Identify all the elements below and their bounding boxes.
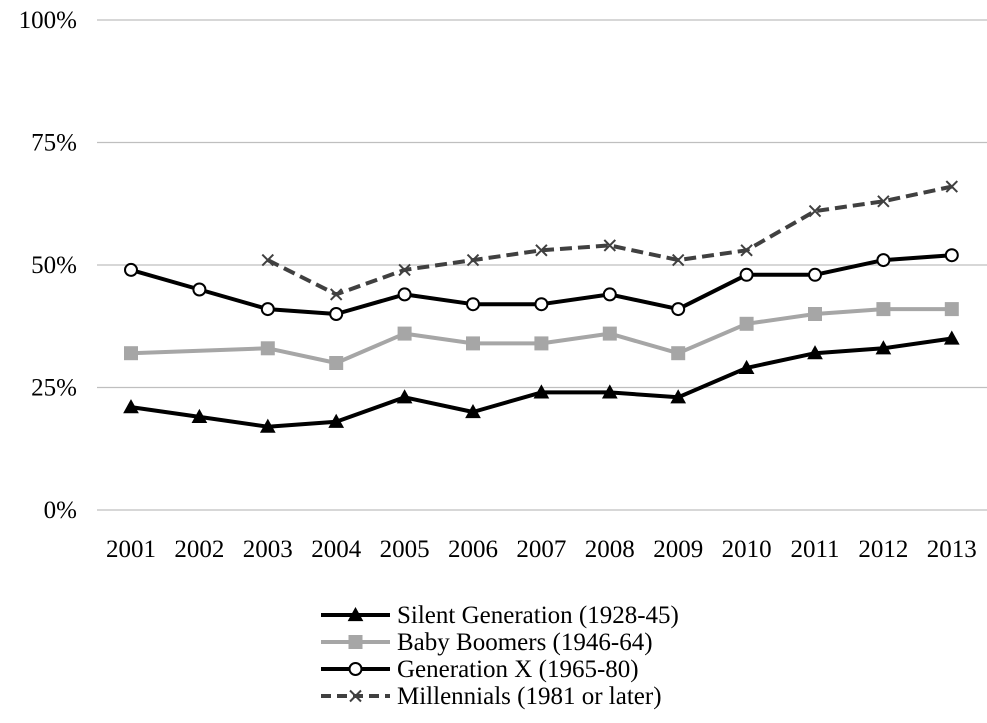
x-tick-label: 2006 — [448, 536, 498, 563]
millennials-marker — [329, 288, 343, 301]
generation-x-marker — [602, 287, 617, 302]
silent-generation-marker — [533, 384, 550, 399]
x-tick-label: 2011 — [790, 536, 839, 563]
x-tick-label: 2007 — [516, 536, 566, 563]
baby-boomers-marker — [466, 336, 480, 351]
legend-item-baby-boomers: Baby Boomers (1946-64) — [321, 629, 653, 656]
legend-swatch-marker — [349, 689, 362, 703]
x-tick-label: 2003 — [243, 536, 293, 563]
silent-generation-marker — [601, 384, 618, 399]
legend-swatch-marker — [348, 662, 363, 676]
legend-swatch-marker — [348, 635, 363, 649]
x-axis-tick-labels: 2001 2002 2003 2004 2005 2006 2007 2008 2009 2010… — [106, 536, 977, 563]
millennials-marker — [261, 253, 275, 267]
silent-generation-marker — [465, 403, 481, 419]
x-tick-label: 2010 — [722, 536, 772, 563]
silent-generation-marker — [738, 359, 755, 374]
y-tick-label: 75% — [31, 130, 77, 157]
generation-x-marker — [534, 297, 549, 312]
legend-label: Generation X (1965-80) — [397, 656, 639, 683]
series-lines — [123, 180, 960, 433]
generation-x-marker — [192, 282, 207, 297]
baby-boomers-marker — [124, 346, 138, 361]
legend: Silent Generation (1928-45)Baby Boomers … — [321, 602, 679, 710]
generation-x-marker — [260, 302, 275, 317]
silent-generation-marker — [123, 399, 139, 414]
millennials-marker — [877, 195, 890, 208]
legend-item-generation-x: Generation X (1965-80) — [321, 656, 639, 683]
baby-boomers-marker — [671, 346, 686, 361]
silent-generation-marker — [396, 389, 413, 404]
y-tick-label: 0% — [44, 497, 77, 524]
legend-label: Baby Boomers (1946-64) — [397, 629, 653, 656]
generation-x-marker — [876, 253, 891, 268]
generation-x-series — [124, 248, 959, 321]
millennials-series — [261, 180, 959, 301]
y-tick-label: 25% — [31, 375, 77, 402]
generation-x-marker — [808, 267, 822, 282]
x-tick-label: 2009 — [653, 536, 703, 563]
millennials-marker — [603, 239, 617, 252]
x-tick-label: 2008 — [585, 536, 635, 563]
x-tick-label: 2001 — [106, 536, 156, 563]
x-tick-label: 2004 — [311, 536, 362, 563]
gridlines — [97, 19, 987, 511]
generation-x-marker — [466, 297, 480, 312]
silent-generation-marker — [328, 413, 345, 428]
silent-generation-series — [123, 330, 960, 433]
silent-generation-line — [130, 336, 953, 429]
baby-boomers-marker — [397, 326, 412, 341]
baby-boomers-marker — [944, 302, 959, 317]
legend-swatch-marker — [347, 606, 364, 622]
x-tick-label: 2012 — [858, 536, 908, 563]
x-tick-label: 2013 — [927, 536, 977, 563]
baby-boomers-marker — [602, 326, 617, 341]
silent-generation-marker — [259, 418, 276, 433]
generation-x-marker — [944, 248, 959, 263]
legend-item-millennials: Millennials (1981 or later) — [321, 683, 662, 710]
silent-generation-marker — [807, 345, 823, 360]
baby-boomers-series — [124, 302, 959, 370]
baby-boomers-marker — [876, 302, 891, 317]
baby-boomers-marker — [260, 341, 275, 356]
baby-boomers-marker — [329, 356, 344, 370]
baby-boomers-line — [130, 307, 952, 365]
millennials-marker — [945, 180, 959, 193]
millennials-marker — [808, 204, 822, 218]
baby-boomers-marker — [534, 336, 549, 351]
x-tick-label: 2005 — [380, 536, 430, 563]
y-tick-label: 100% — [19, 7, 77, 34]
generation-x-marker — [397, 287, 412, 302]
generation-x-marker — [124, 262, 138, 277]
silent-generation-marker — [875, 340, 892, 355]
millennials-marker — [535, 244, 548, 257]
baby-boomers-marker — [808, 307, 822, 321]
silent-generation-marker — [191, 408, 208, 423]
millennials-marker — [466, 253, 480, 267]
legend-label: Silent Generation (1928-45) — [397, 602, 679, 629]
millennials-line — [266, 184, 953, 297]
generation-x-marker — [329, 307, 344, 321]
legend-label: Millennials (1981 or later) — [397, 683, 662, 710]
generation-x-marker — [739, 267, 754, 282]
baby-boomers-marker — [739, 316, 754, 331]
millennials-marker — [740, 244, 753, 257]
x-tick-label: 2002 — [174, 536, 224, 563]
silent-generation-marker — [670, 389, 687, 404]
millennials-marker — [671, 253, 685, 267]
millennials-marker — [398, 263, 411, 277]
y-tick-label: 50% — [31, 252, 77, 279]
silent-generation-marker — [943, 330, 960, 345]
y-axis-tick-labels: 0% 25% 50% 75% 100% — [19, 7, 77, 524]
legend-item-silent-generation: Silent Generation (1928-45) — [321, 602, 679, 629]
generation-x-marker — [671, 302, 686, 317]
